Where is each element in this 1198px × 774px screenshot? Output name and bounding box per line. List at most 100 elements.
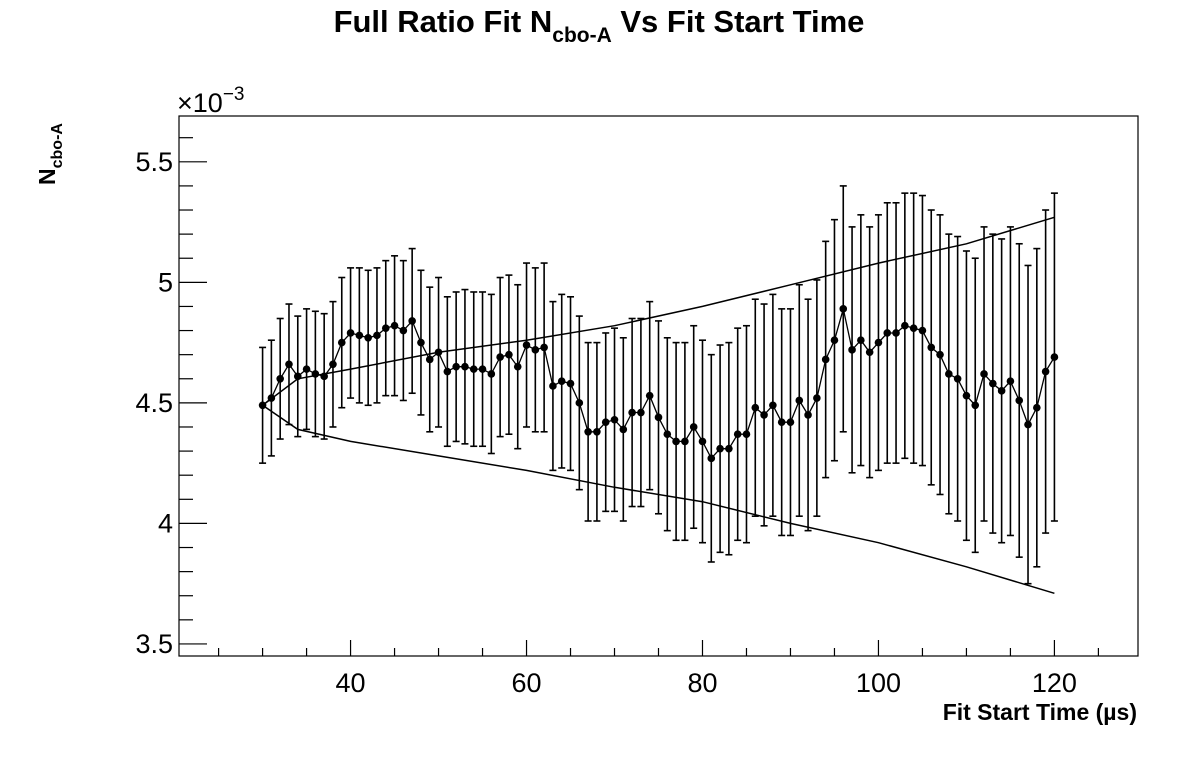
data-point	[953, 374, 962, 383]
data-point	[663, 430, 672, 439]
data-point	[522, 341, 531, 349]
data-point	[962, 391, 971, 400]
data-point	[285, 360, 293, 369]
data-point	[654, 413, 663, 422]
data-point	[399, 326, 408, 335]
data-point	[1015, 396, 1024, 405]
data-point	[628, 408, 636, 417]
error-bars	[259, 185, 1058, 585]
data-point	[672, 437, 680, 446]
data-point	[804, 411, 812, 419]
data-point	[918, 326, 927, 335]
data-point	[619, 425, 628, 434]
data-point	[610, 415, 619, 424]
y-multiplier-exponent: −3	[223, 84, 245, 105]
data-point	[293, 372, 302, 381]
data-point	[513, 362, 522, 371]
data-point	[997, 387, 1006, 395]
data-point	[1041, 367, 1050, 376]
data-point	[549, 382, 557, 390]
data-point	[320, 372, 328, 381]
y-tick-label: 3.5	[135, 629, 173, 659]
data-point	[733, 430, 742, 439]
data-point	[381, 324, 390, 332]
data-point	[813, 394, 821, 402]
y-axis-label-main: N	[34, 168, 60, 185]
y-tick-label: 5	[158, 267, 173, 297]
data-point	[681, 437, 689, 446]
data-point	[830, 336, 839, 344]
data-point	[390, 321, 399, 330]
data-point	[584, 428, 592, 436]
data-point	[698, 437, 707, 446]
data-point	[329, 360, 337, 369]
data-point	[927, 343, 936, 352]
y-multiplier-base: ×10	[177, 88, 223, 118]
data-point	[443, 367, 452, 376]
data-point	[637, 408, 645, 417]
data-point	[1033, 403, 1041, 412]
data-point	[276, 374, 284, 383]
data-point	[909, 324, 918, 332]
y-tick-label: 4.5	[135, 388, 173, 418]
data-point	[575, 399, 584, 407]
x-axis-label: Fit Start Time (µs)	[943, 699, 1137, 725]
chart-title-subscript: cbo-A	[552, 24, 612, 47]
data-point	[487, 370, 496, 378]
y-tick-label: 4	[158, 508, 173, 538]
data-point	[469, 365, 478, 373]
data-point	[601, 418, 610, 426]
data-point	[364, 333, 372, 342]
x-tick-label: 60	[512, 668, 542, 698]
data-point	[1024, 420, 1032, 429]
data-point	[566, 379, 575, 388]
x-tick-label: 120	[1032, 668, 1077, 698]
data-point	[795, 396, 804, 405]
data-point	[478, 365, 487, 373]
x-tick-label: 40	[336, 668, 366, 698]
data-point	[302, 365, 311, 373]
data-point	[593, 428, 601, 436]
data-point	[892, 329, 900, 337]
data-point	[760, 411, 768, 419]
data-point	[1050, 353, 1059, 361]
data-point	[786, 418, 795, 426]
data-point	[355, 331, 364, 340]
data-point	[267, 394, 276, 402]
data-point	[311, 370, 320, 378]
data-point	[505, 350, 513, 359]
tick-labels: 40 60 80 100 120 3.5 4 4.5 5 5.5	[135, 147, 1076, 698]
data-point	[346, 329, 355, 337]
y-axis-multiplier: ×10−3	[177, 84, 244, 118]
x-tick-label: 100	[856, 668, 901, 698]
data-point	[557, 377, 566, 385]
data-point	[461, 362, 469, 371]
data-markers	[258, 305, 1059, 463]
data-point	[936, 350, 944, 359]
data-point	[725, 444, 733, 453]
data-point	[258, 401, 267, 410]
chart-title-rest: Vs Fit Start Time	[612, 4, 865, 39]
data-point	[980, 370, 988, 378]
data-point	[777, 418, 786, 426]
data-point	[945, 370, 953, 378]
data-point	[989, 379, 997, 388]
data-point	[373, 331, 381, 340]
data-point	[901, 321, 909, 330]
data-point	[707, 454, 716, 463]
data-point	[531, 346, 540, 354]
data-point	[645, 391, 654, 400]
data-point	[408, 317, 416, 325]
axis-ticks	[179, 137, 1100, 656]
data-point	[689, 423, 698, 431]
data-point	[417, 338, 425, 347]
y-axis-label: Ncbo-A	[34, 123, 66, 185]
data-point	[883, 329, 892, 337]
data-point	[425, 355, 434, 364]
chart-title: Full Ratio Fit Ncbo-A Vs Fit Start Time	[334, 4, 865, 47]
data-point	[716, 444, 724, 453]
data-point	[971, 401, 980, 410]
data-point	[769, 401, 777, 410]
data-point	[452, 362, 460, 371]
